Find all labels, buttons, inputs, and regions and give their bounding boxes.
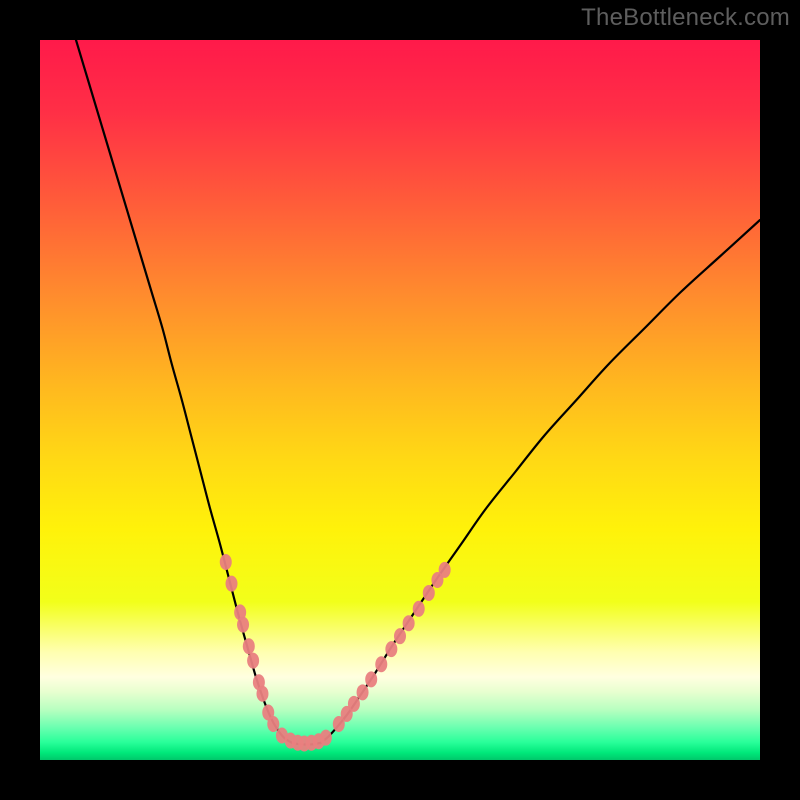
chart-canvas: TheBottleneck.com [0,0,800,800]
data-marker [348,696,360,712]
data-marker [247,653,259,669]
data-marker [394,628,406,644]
data-marker [320,730,332,746]
data-marker [375,656,387,672]
data-marker [423,585,435,601]
data-marker [256,686,268,702]
data-marker [439,562,451,578]
data-marker [385,641,397,657]
data-marker [357,684,369,700]
data-marker [243,638,255,654]
bottleneck-chart [0,0,800,800]
data-marker [226,576,238,592]
data-marker [413,601,425,617]
plot-background [40,40,760,760]
data-marker [403,615,415,631]
data-marker [237,617,249,633]
data-marker [220,554,232,570]
data-marker [365,671,377,687]
data-marker [267,716,279,732]
